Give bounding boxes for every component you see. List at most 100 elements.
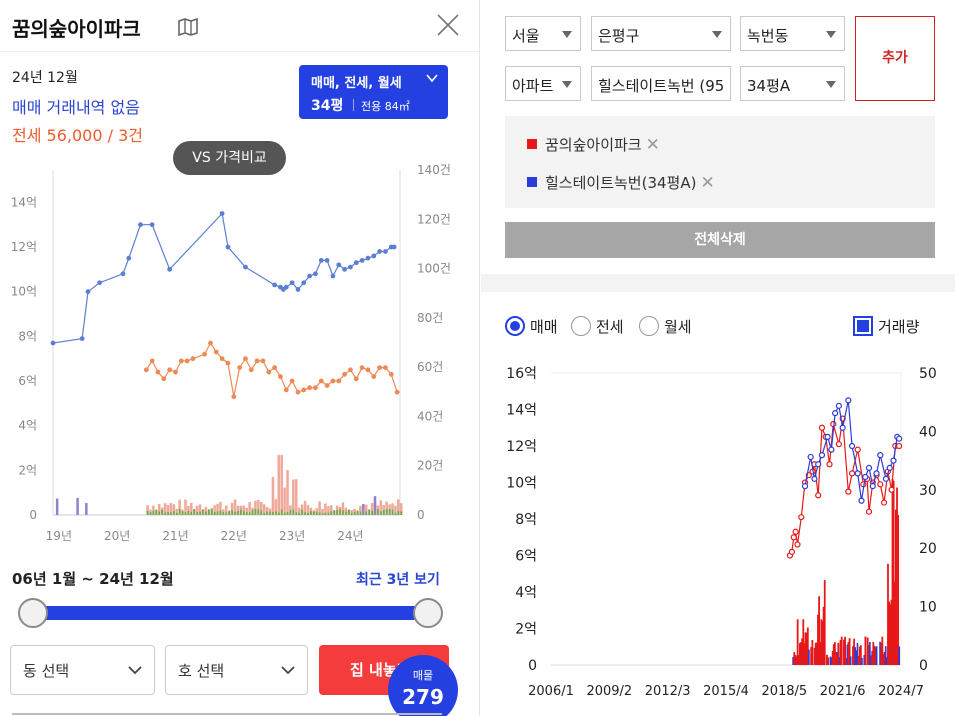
y-tick-label: 8억 <box>515 512 537 528</box>
volume-bar <box>175 512 178 515</box>
volume-bar <box>225 505 228 515</box>
volume-bar <box>817 614 819 665</box>
data-point-sale <box>225 244 231 250</box>
y-tick-label: 4억 <box>515 585 537 601</box>
volume-bar <box>869 641 871 665</box>
delete-all-button[interactable]: 전체삭제 <box>505 222 935 258</box>
data-point <box>865 508 873 515</box>
volume-bar <box>321 509 324 515</box>
map-icon[interactable] <box>177 17 199 37</box>
volume-bar <box>838 657 841 665</box>
data-point-jeonse <box>231 394 237 400</box>
data-point <box>854 470 861 477</box>
volume-bar <box>898 646 901 665</box>
volume-bar <box>292 479 295 515</box>
data-point <box>865 464 873 472</box>
listing-count-badge[interactable]: 매물 279 <box>388 655 458 716</box>
city-select[interactable]: 서울 <box>505 16 581 51</box>
data-point-sale <box>295 287 301 292</box>
volume-checkbox[interactable]: 거래량 <box>853 316 919 337</box>
y2-tick-label: 40 <box>919 424 937 440</box>
range-slider-end-handle[interactable] <box>413 598 443 628</box>
radio-sale[interactable]: 매매 <box>505 316 558 337</box>
apartment-select[interactable]: 힐스테이트녹번 (95 <box>591 66 731 101</box>
dong-select[interactable]: 동 선택 <box>10 645 155 695</box>
x-tick-label: 24년 <box>337 529 363 543</box>
volume-bar <box>820 619 823 665</box>
data-point <box>896 442 903 450</box>
volume-bar <box>269 511 271 515</box>
volume-bar <box>187 510 190 515</box>
volume-bar <box>348 509 350 515</box>
volume-bar <box>198 504 202 515</box>
volume-bar <box>237 511 239 515</box>
y2-tick-label: 100건 <box>417 262 451 276</box>
volume-bar <box>166 505 170 515</box>
data-point-jeonse <box>184 358 190 364</box>
volume-bar <box>169 502 173 515</box>
volume-bar <box>891 478 894 665</box>
remove-icon[interactable]: ✕ <box>645 135 660 155</box>
volume-bar <box>157 503 161 515</box>
volume-bar <box>794 655 797 665</box>
data-point <box>839 424 846 431</box>
volume-bar <box>336 510 338 515</box>
volume-bar <box>853 638 856 665</box>
size-label: 34평 <box>311 98 344 114</box>
range-slider-track[interactable] <box>33 606 428 620</box>
data-point-sale <box>301 280 307 286</box>
chevron-down-icon <box>426 74 438 83</box>
blue-square-icon <box>527 177 537 187</box>
ho-select[interactable]: 호 선택 <box>165 645 308 695</box>
property-type-select[interactable]: 아파트 <box>505 66 581 101</box>
data-point-sale <box>313 271 318 277</box>
range-slider-start-handle[interactable] <box>18 598 48 628</box>
data-point <box>818 452 826 459</box>
radio-jeonse[interactable]: 전세 <box>571 316 624 337</box>
volume-bar <box>359 511 362 515</box>
data-point-jeonse <box>348 367 353 373</box>
trade-type-selector[interactable]: 매매, 전세, 월세 34평 전용 84㎡ <box>299 65 448 119</box>
data-point-sale <box>85 289 91 295</box>
volume-bar <box>297 507 301 515</box>
neighborhood-select[interactable]: 녹번동 <box>740 16 845 51</box>
data-point-jeonse <box>219 356 225 362</box>
volume-bar <box>875 646 878 665</box>
volume-bar <box>837 642 840 665</box>
add-button[interactable]: 추가 <box>855 16 935 101</box>
x-tick-label: 20년 <box>104 529 130 543</box>
volume-bar <box>849 656 852 665</box>
district-select-value: 은평구 <box>598 27 640 45</box>
vs-compare-button[interactable]: VS 가격비교 <box>173 141 286 175</box>
volume-bar <box>170 512 172 515</box>
data-point-jeonse <box>178 358 184 364</box>
close-icon[interactable] <box>436 13 460 37</box>
data-point-sale <box>371 253 377 259</box>
volume-bar <box>152 505 155 515</box>
period-label: 24년 12월 <box>12 70 78 86</box>
volume-bar <box>219 501 222 515</box>
recent-3-years-link[interactable]: 최근 3년 보기 <box>356 572 440 588</box>
size-select[interactable]: 34평A <box>740 66 845 101</box>
district-select[interactable]: 은평구 <box>591 16 731 51</box>
volume-bar <box>152 510 155 515</box>
volume-bar <box>385 509 388 515</box>
remove-icon[interactable]: ✕ <box>700 173 715 193</box>
volume-bar <box>808 649 810 665</box>
volume-bar <box>254 500 257 515</box>
data-point <box>854 446 861 453</box>
volume-bar <box>391 503 394 515</box>
volume-bar <box>243 511 245 515</box>
x-tick-label: 2015/4 <box>703 684 749 699</box>
volume-bar <box>283 487 286 515</box>
data-point <box>818 424 826 431</box>
radio-wolse[interactable]: 월세 <box>639 316 692 337</box>
volume-bar <box>359 505 362 515</box>
volume-bar <box>280 455 283 515</box>
listing-label: 매물 <box>412 669 434 682</box>
volume-bar <box>852 646 854 665</box>
volume-bar <box>834 642 836 665</box>
data-point-sale <box>138 222 143 228</box>
volume-bar <box>356 510 359 515</box>
data-point <box>815 492 822 499</box>
